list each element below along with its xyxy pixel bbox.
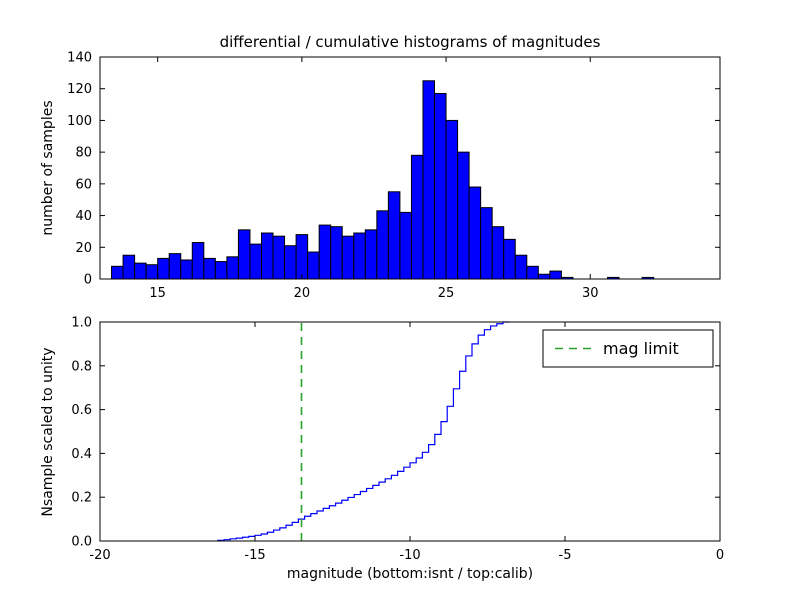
histogram-bar xyxy=(468,186,482,280)
histogram-bar xyxy=(399,211,412,280)
histogram-bar xyxy=(434,92,447,280)
histogram-bar xyxy=(457,151,470,280)
top-y-axis-label: number of samples xyxy=(40,100,56,235)
y-tick-label: 0.2 xyxy=(71,491,92,506)
histogram-bar xyxy=(157,257,170,280)
y-tick-label: 0.0 xyxy=(71,535,92,550)
figure-title: differential / cumulative histograms of … xyxy=(220,33,601,51)
y-tick-label: 100 xyxy=(67,114,92,129)
x-tick-label: -15 xyxy=(244,548,265,563)
histogram-bar xyxy=(272,235,286,280)
histogram-bar xyxy=(122,254,136,280)
y-tick-label: 80 xyxy=(75,146,92,161)
histogram-bar xyxy=(480,207,493,280)
y-tick-label: 20 xyxy=(75,241,92,256)
histogram-bar xyxy=(145,264,159,280)
y-tick-label: 0.4 xyxy=(71,447,92,462)
x-tick-label: -20 xyxy=(89,548,110,563)
histogram-bar xyxy=(341,235,355,280)
histogram-bar xyxy=(260,232,274,280)
legend-label: mag limit xyxy=(603,339,679,358)
histogram-bar xyxy=(410,154,424,280)
axes-frame xyxy=(99,56,721,280)
histogram-bar xyxy=(376,210,389,280)
y-tick-label: 120 xyxy=(67,82,92,97)
x-tick-label: -10 xyxy=(399,548,420,563)
histogram-bar xyxy=(191,242,205,280)
histogram-bar xyxy=(168,253,182,280)
histogram-bar xyxy=(249,243,262,280)
x-tick-label: 25 xyxy=(438,286,455,301)
histogram-bar xyxy=(214,261,228,280)
bottom-y-axis-label: Nsample scaled to unity xyxy=(40,347,56,516)
histogram-bar xyxy=(503,238,516,280)
histogram-bar xyxy=(526,265,539,280)
x-tick-label: 0 xyxy=(716,548,724,563)
y-tick-label: 1.0 xyxy=(71,316,92,331)
histogram-bar xyxy=(353,232,366,280)
histogram-bar xyxy=(295,234,309,280)
generated-chart-layer: 15 20 25 30 0 20 40 60 80 100 120 140 -20 -15 -10 -5 0 0.… xyxy=(67,51,724,564)
histogram-bar xyxy=(387,191,401,280)
x-axis-label: magnitude (bottom:isnt / top:calib) xyxy=(287,566,533,582)
y-tick-label: 140 xyxy=(67,51,92,66)
histogram-bar xyxy=(422,80,436,280)
x-tick-label: 20 xyxy=(294,286,311,301)
histogram-bar xyxy=(226,256,239,280)
histogram-bar xyxy=(180,259,193,280)
histogram-bar xyxy=(203,257,216,280)
histogram-bar xyxy=(111,265,124,280)
cumulative-step-line xyxy=(217,321,510,541)
histogram-bar xyxy=(491,226,505,280)
y-tick-label: 40 xyxy=(75,209,92,224)
histogram-bar xyxy=(549,270,562,280)
histogram-bar xyxy=(330,226,343,280)
histogram-bar xyxy=(445,119,459,280)
x-tick-label: -5 xyxy=(559,548,572,563)
y-tick-label: 60 xyxy=(75,177,92,192)
y-tick-label: 0.8 xyxy=(71,359,92,374)
histogram-bar xyxy=(514,254,528,280)
histogram-bar xyxy=(134,262,147,280)
x-tick-label: 15 xyxy=(149,286,166,301)
histogram-bar xyxy=(307,251,320,280)
x-tick-label: 30 xyxy=(582,286,599,301)
histogram-bar xyxy=(537,273,551,280)
y-tick-label: 0.6 xyxy=(71,403,92,418)
y-tick-label: 0 xyxy=(84,273,92,288)
histogram-bar xyxy=(364,229,378,280)
histogram-bar xyxy=(284,245,297,280)
histogram-bar xyxy=(237,229,251,280)
histogram-bar xyxy=(318,224,332,280)
